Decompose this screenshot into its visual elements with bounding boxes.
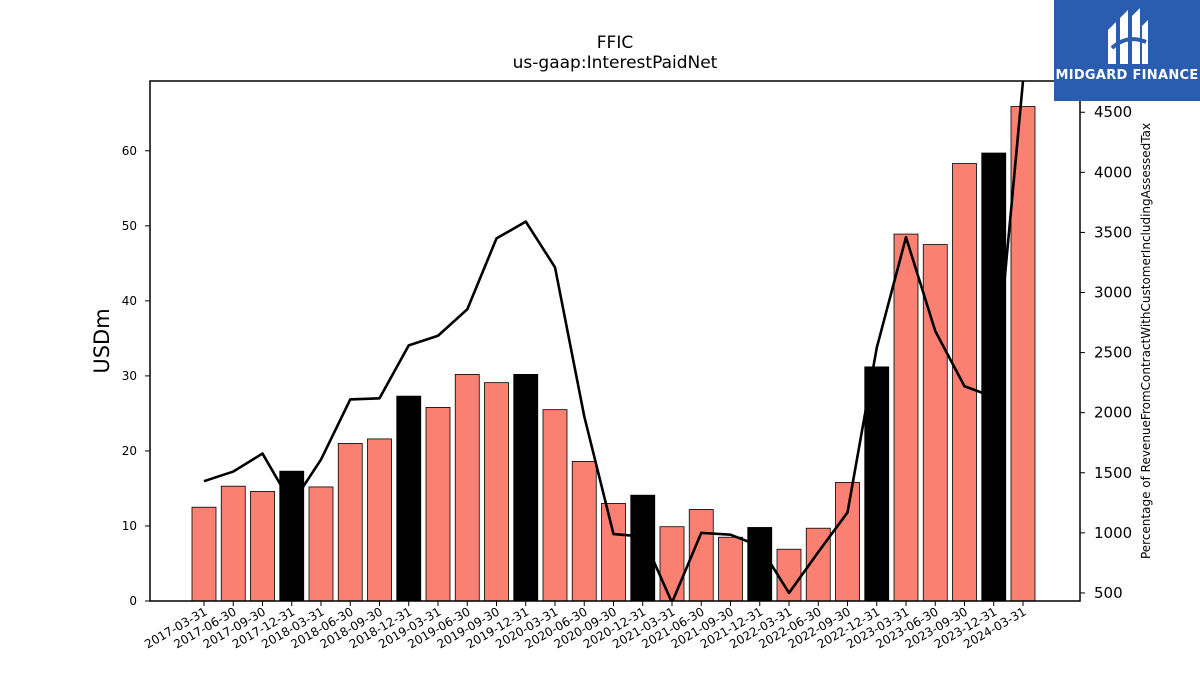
bar-2019-12-31 [513, 373, 539, 602]
line-series-path [203, 81, 1025, 601]
x-axis: 2017-03-312017-06-302017-09-302017-12-31… [142, 601, 1029, 651]
plot-frame [149, 80, 1081, 602]
bar-2023-06-30 [922, 244, 948, 602]
bar-series [191, 106, 1036, 602]
y-tick-label: 40 [122, 294, 137, 308]
y-tick-label: 60 [122, 144, 137, 158]
y-tick-label: 0 [129, 594, 137, 608]
bar-2017-09-30 [250, 491, 275, 602]
bar-2023-03-31 [893, 233, 919, 602]
y2-tick-label: 500 [1094, 584, 1123, 602]
y2-tick-label: 4500 [1094, 103, 1132, 121]
y-axis-right: 500 1000 1500 2000 2500 3000 3500 4000 4500 [1080, 103, 1132, 602]
y2-tick-label: 3500 [1094, 223, 1132, 241]
y-tick-label: 30 [122, 369, 137, 383]
bar-2024-03-31 [1010, 106, 1036, 602]
y-tick-label: 10 [122, 519, 137, 533]
bar-2018-09-30 [367, 438, 392, 602]
y2-tick-label: 2500 [1094, 344, 1132, 362]
bar-2017-06-30 [220, 485, 246, 602]
chart-title: FFIC [597, 33, 633, 53]
y2-axis-label: Percentage of RevenueFromContractWithCus… [1139, 123, 1153, 559]
y-tick-label: 20 [122, 444, 137, 458]
chart-subtitle: us-gaap:InterestPaidNet [513, 53, 718, 73]
bar-2020-03-31 [542, 409, 568, 602]
logo-mark-icon [1108, 8, 1148, 64]
bar-2020-12-31 [630, 494, 656, 602]
y2-tick-label: 4000 [1094, 163, 1132, 181]
bar-2023-09-30 [952, 163, 977, 602]
y-axis-label: USDm [90, 308, 114, 373]
y2-tick-label: 1500 [1094, 464, 1132, 482]
line-series [203, 81, 1025, 601]
bar-2018-12-31 [396, 395, 422, 602]
bar-2020-06-30 [571, 461, 597, 602]
bar-2021-12-31 [747, 527, 773, 602]
bar-2018-03-31 [308, 486, 334, 602]
y-tick-label: 50 [122, 219, 137, 233]
y-axis-left: 0 10 20 30 40 50 60 [122, 144, 150, 608]
bar-2019-09-30 [484, 382, 509, 602]
bar-2023-12-31 [981, 152, 1007, 602]
y2-tick-label: 1000 [1094, 524, 1132, 542]
bar-2021-03-31 [659, 526, 685, 602]
bar-2020-09-30 [601, 503, 626, 602]
bar-2019-06-30 [454, 373, 480, 602]
brand-logo: MIDGARD FINANCE [1054, 0, 1200, 101]
bar-2022-09-30 [835, 482, 860, 602]
bar-2018-06-30 [337, 443, 363, 602]
y2-tick-label: 3000 [1094, 284, 1132, 302]
bar-2021-09-30 [718, 536, 743, 602]
bar-2019-03-31 [425, 407, 451, 602]
y2-tick-label: 2000 [1094, 404, 1132, 422]
bar-2017-03-31 [191, 506, 217, 602]
logo-text: MIDGARD FINANCE [1055, 68, 1199, 83]
